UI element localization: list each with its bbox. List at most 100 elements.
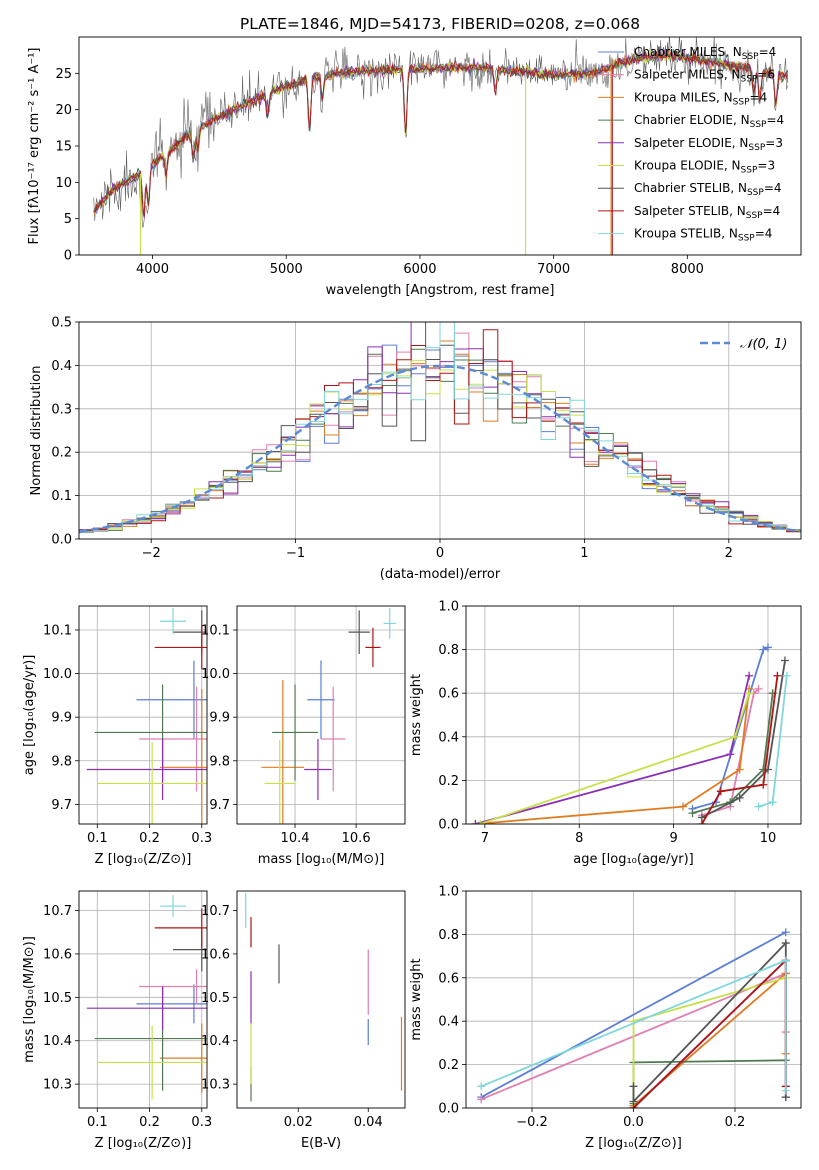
y-axis-label: mass [log₁₀(M/M⊙)] [22, 936, 37, 1063]
y-tick-label: 9.7 [51, 798, 72, 813]
y-axis-label: Normed distribution [29, 366, 44, 496]
x-tick-label: 0.0 [623, 1115, 644, 1130]
massweight-point-kroupa-miles [679, 802, 688, 811]
x-tick-label: 1 [580, 546, 588, 561]
y-tick-label: 15 [55, 140, 72, 155]
y-tick-label: 0.1 [51, 489, 72, 504]
massweight-line-salpeter-stelib [701, 675, 779, 824]
massweight-point-salpeter-elodie [726, 750, 735, 759]
massweight-point-kroupa-stelib [782, 671, 791, 680]
y-tick-label: 0.4 [438, 730, 459, 745]
x-tick-label: −1 [286, 546, 305, 561]
x-tick-label: 0.04 [354, 1115, 383, 1130]
massweight-point-chabrier-stelib [735, 793, 744, 802]
x-tick-label: 0.2 [139, 1115, 160, 1130]
massweight-point-salpeter-elodie [745, 671, 754, 680]
y-tick-label: 0.4 [438, 1015, 459, 1030]
massweight-point-kroupa-stelib [477, 1082, 486, 1091]
massweight-line-chabrier-miles [692, 646, 769, 810]
y-tick-label: 10.6 [201, 947, 230, 962]
panel-4-axes [233, 606, 405, 828]
massweight-point-kroupa-elodie [476, 820, 485, 824]
y-tick-label: 0.6 [438, 971, 459, 986]
spectrum-group [93, 37, 788, 255]
panel-3-axes [75, 606, 207, 828]
panel-6-axes [75, 891, 207, 1112]
x-tick-label: 10.4 [281, 831, 310, 846]
x-axis-label: Z [log₁₀(Z/Z⊙)] [95, 852, 192, 867]
massweight-line-chabrier-stelib [701, 660, 786, 819]
x-tick-label: 7000 [537, 262, 570, 277]
y-tick-label: 10.3 [43, 1078, 72, 1093]
massweight-line-kroupa-elodie [632, 976, 787, 1108]
y-tick-label: 0.8 [438, 643, 459, 658]
massweight-line-chabrier-miles [480, 931, 787, 1098]
massweight-point-kroupa-stelib [768, 798, 777, 807]
legend-label-salpeter-stelib: Salpeter STELIB, NSSP=4 [634, 204, 780, 221]
y-tick-label: 25 [55, 67, 72, 82]
panel-5-frame [465, 605, 802, 825]
x-axis-label: wavelength [Angstrom, rest frame] [326, 283, 555, 298]
massweight-point-chabrier-elodie [688, 809, 697, 818]
x-axis-label: (data-model)/error [380, 567, 501, 582]
panel-1-axes [75, 72, 688, 259]
legend-label-chabrier-elodie: Chabrier ELODIE, NSSP=4 [634, 113, 784, 130]
massweight-point-kroupa-stelib [781, 1086, 790, 1095]
x-axis-label: E(B-V) [301, 1136, 341, 1151]
legend-label-chabrier-miles: Chabrier MILES, NSSP=4 [634, 45, 776, 62]
x-tick-label: 0.1 [87, 831, 108, 846]
y-tick-label: 20 [55, 103, 72, 118]
y-tick-label: 0.3 [51, 402, 72, 417]
x-tick-label: 0.1 [87, 1115, 108, 1130]
y-tick-label: 9.7 [209, 798, 230, 813]
panel-3-frame [78, 605, 208, 825]
y-tick-label: 0.8 [438, 928, 459, 943]
panel-8-frame [465, 890, 802, 1109]
y-tick-label: 9.9 [209, 711, 230, 726]
y-tick-label: 0.2 [438, 1058, 459, 1073]
massweight-point-salpeter-stelib [716, 787, 725, 796]
massweight-point-kroupa-elodie [730, 732, 739, 741]
y-tick-label: 10.5 [43, 991, 72, 1006]
panel-4-frame [236, 605, 406, 825]
y-tick-label: 0.2 [51, 446, 72, 461]
y-axis-label: age [log₁₀(age/yr)] [22, 655, 37, 776]
massweight-point-salpeter-stelib [697, 820, 706, 824]
legend-label-kroupa-stelib: Kroupa STELIB, NSSP=4 [634, 227, 772, 244]
legend-label-kroupa-elodie: Kroupa ELODIE, NSSP=3 [634, 159, 775, 176]
panel-2-frame [78, 321, 802, 540]
x-tick-label: 0.02 [284, 1115, 313, 1130]
errorbar-group [86, 895, 207, 1100]
errorbar-group [245, 893, 403, 1102]
massweight-group [477, 928, 790, 1108]
x-tick-label: 4000 [136, 262, 169, 277]
y-tick-label: 9.8 [209, 754, 230, 769]
y-tick-label: 9.8 [51, 754, 72, 769]
panel-6-frame [78, 890, 208, 1109]
y-tick-label: 0.4 [51, 359, 72, 374]
y-tick-label: 10.1 [201, 623, 230, 638]
y-tick-label: 5 [64, 212, 72, 227]
massweight-point-kroupa-miles [735, 765, 744, 774]
x-tick-label: −2 [142, 546, 161, 561]
y-tick-label: 10.4 [43, 1034, 72, 1049]
y-tick-label: 10.7 [201, 904, 230, 919]
panel-1-frame [78, 36, 802, 256]
massweight-line-salpeter-stelib [632, 958, 787, 1108]
x-tick-label: 0.3 [191, 831, 212, 846]
y-axis-label: Flux [fλ10⁻¹⁷ erg cm⁻² s⁻¹ A⁻¹] [27, 48, 42, 245]
x-axis-label: Z [log₁₀(Z/Z⊙)] [95, 1136, 192, 1151]
panel-7-frame [236, 890, 406, 1109]
massweight-point-salpeter-elodie [471, 820, 480, 824]
massweight-point-salpeter-stelib [759, 780, 768, 789]
errorbar-group [86, 608, 207, 824]
y-axis-label: mass weight [409, 958, 424, 1040]
massweight-point-chabrier-stelib [629, 1082, 638, 1091]
y-tick-label: 0.0 [51, 533, 72, 548]
figure-title: PLATE=1846, MJD=54173, FIBERID=0208, z=0… [240, 15, 640, 33]
x-axis-label: age [log₁₀(age/yr)] [573, 852, 694, 867]
spectrum-model-salpeter-stelib [93, 50, 788, 217]
histogram-kroupa-stelib [79, 322, 801, 533]
y-tick-label: 10.4 [201, 1034, 230, 1049]
y-tick-label: 1.0 [438, 600, 459, 615]
